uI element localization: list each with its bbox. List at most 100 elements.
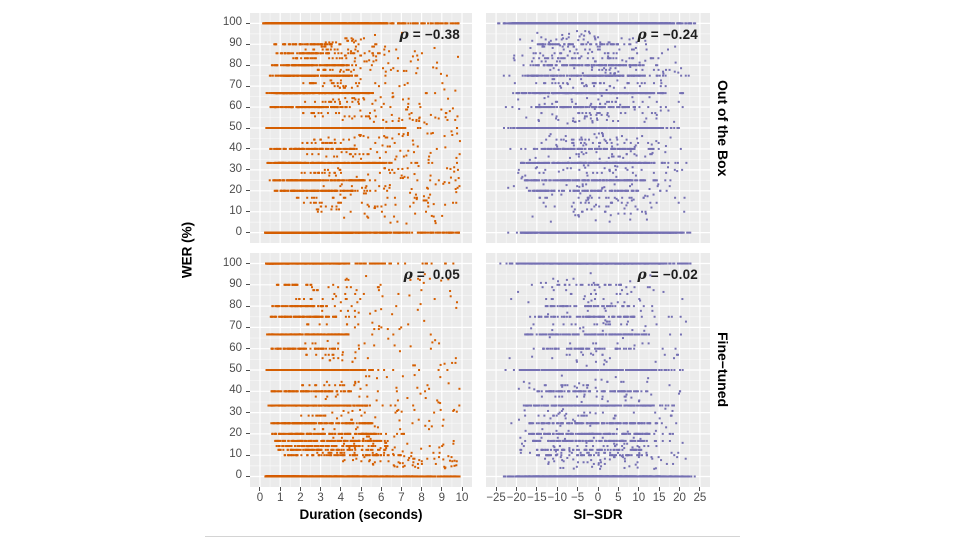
rho-value: = −0.38 [408,27,460,42]
y-axis-tick-label: 80 [229,58,242,71]
x-axis-tick [658,487,660,491]
y-axis-tick [246,390,250,392]
scatter-canvas-fine-tuned-sisdr [486,253,710,487]
correlation-annotation: ρ = −0.02 [637,267,698,283]
facet-strip-fine-tuned: Fine−tuned [715,332,731,408]
x-axis-tick-label: 0 [594,492,602,504]
x-axis-tick-label: 10 [455,492,469,504]
x-axis-tick-label: −5 [571,492,585,504]
y-axis-tick-label: 10 [229,204,242,217]
x-axis-tick [617,487,619,491]
y-axis-tick [246,148,250,150]
y-axis-tick [246,106,250,108]
y-axis-tick [246,348,250,350]
panel-fine-tuned-sisdr: ρ = −0.02 [486,253,710,487]
panel-fine-tuned-duration: ρ = 0.05 [250,253,472,487]
x-axis-tick [597,487,599,491]
y-axis-tick-label: 10 [229,448,242,461]
y-axis-tick [246,433,250,435]
y-axis-tick [246,190,250,192]
y-axis-tick-label: 50 [229,363,242,375]
rho-value: = −0.24 [646,27,698,42]
y-axis-tick [246,64,250,66]
x-axis-tick-label: 4 [337,492,344,504]
y-axis-tick [246,169,250,171]
y-axis-tick [246,454,250,456]
x-axis-tick-label: 3 [317,492,324,504]
y-axis-tick-label: 0 [235,225,242,238]
x-axis-tick [259,487,261,491]
x-axis-tick [679,487,681,491]
x-axis-tick [400,487,402,491]
panel-out-of-box-sisdr: ρ = −0.24 [486,13,710,243]
y-axis-tick [246,369,250,371]
x-axis-tick-label: 25 [693,492,707,504]
x-axis-tick-label: 5 [357,492,365,504]
x-axis-tick-label: −15 [527,492,547,504]
y-axis-tick-label: 70 [229,320,242,333]
y-axis-tick-label: 60 [229,341,242,354]
y-axis-tick [246,284,250,286]
y-axis-tick [246,232,250,234]
x-axis-tick-label: 2 [297,492,304,504]
y-axis-tick-label: 80 [229,299,242,312]
x-axis-tick-label: −10 [547,492,567,504]
y-axis-tick [246,412,250,414]
y-axis-tick-label: 90 [229,277,242,290]
correlation-annotation: ρ = −0.38 [399,27,460,43]
x-axis-tick-label: 10 [632,492,646,504]
y-axis-tick [246,22,250,24]
rho-symbol: ρ [637,27,647,43]
x-axis-tick [380,487,382,491]
y-axis-tick-label: 20 [229,426,242,439]
y-axis-tick [246,211,250,213]
rho-symbol: ρ [403,267,413,283]
y-axis-tick-label: 20 [229,183,242,196]
y-axis-title: WER (%) [179,221,195,279]
x-axis-title-duration: Duration (seconds) [299,507,423,522]
rho-symbol: ρ [637,267,647,283]
panel-out-of-box-duration: ρ = −0.38 [250,13,472,243]
x-axis-tick-label: 7 [398,492,405,504]
y-axis-tick [246,263,250,265]
scatter-canvas-out-of-box-duration [250,13,472,243]
y-axis-tick-label: 40 [229,384,242,397]
x-axis-tick [495,487,497,491]
correlation-annotation: ρ = −0.24 [637,27,698,43]
y-axis-tick-label: 100 [222,256,242,269]
y-axis-tick-label: 40 [229,141,242,154]
x-axis-tick-label: −20 [506,492,527,504]
y-axis-tick [246,475,250,477]
y-axis-tick [246,305,250,307]
x-axis-tick [699,487,701,491]
y-axis-tick-label: 30 [229,405,242,418]
x-axis-tick-label: 20 [673,492,686,504]
y-axis-tick-label: 50 [229,121,242,133]
x-axis-tick [320,487,322,491]
y-axis-tick-label: 30 [229,162,242,175]
x-axis-tick [461,487,463,491]
y-axis-tick [246,85,250,87]
x-axis-tick [556,487,558,491]
y-axis-tick-label: 60 [229,100,242,113]
rho-value: = 0.05 [412,267,460,282]
x-axis-tick [299,487,301,491]
x-axis-tick [515,487,517,491]
correlation-annotation: ρ = 0.05 [403,267,460,283]
y-axis-tick-label: 90 [229,37,242,50]
x-axis-tick [577,487,579,491]
x-axis-tick [279,487,281,491]
x-axis-tick-label: 6 [377,492,385,504]
y-axis-tick [246,326,250,328]
y-axis-tick [246,127,250,129]
x-axis-tick [441,487,443,491]
x-axis-tick-label: 9 [438,492,445,504]
x-axis-tick-label: 5 [615,492,622,504]
x-axis-tick [638,487,640,491]
facet-strip-out-of-box: Out of the Box [715,79,731,177]
x-axis-tick [536,487,538,491]
x-axis-tick [421,487,423,491]
scatter-canvas-fine-tuned-duration [250,253,472,487]
x-axis-tick-label: 8 [418,492,425,504]
y-axis-tick-label: 100 [222,16,242,29]
